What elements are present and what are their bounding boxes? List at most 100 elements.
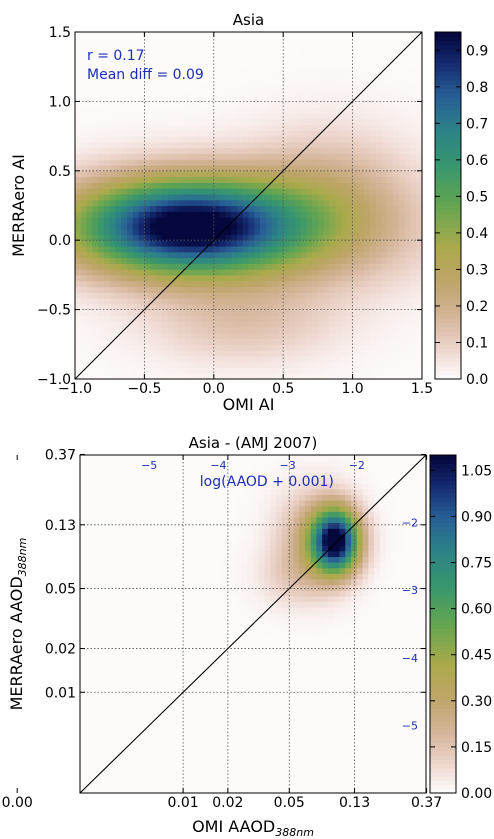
heatmap-cell [410, 251, 417, 259]
heatmap-cell [161, 298, 169, 305]
heatmap-cell [178, 567, 185, 574]
heatmap-cell [166, 550, 173, 557]
heatmap-cell [260, 338, 267, 345]
heatmap-cell [138, 280, 145, 288]
heatmap-cell [184, 60, 192, 68]
heatmap-cell [126, 545, 133, 552]
heatmap-cell [306, 95, 313, 102]
heatmap-cell [306, 193, 313, 201]
heatmap-cell [352, 107, 359, 114]
heatmap-cell [131, 466, 139, 473]
heatmap-cell [91, 669, 98, 676]
heatmap-cell [323, 176, 331, 183]
heatmap-cell [358, 315, 365, 322]
heatmap-cell [126, 595, 133, 603]
heatmap-cell [127, 344, 134, 351]
heatmap-cell [369, 367, 377, 374]
heatmap-cell [231, 107, 238, 114]
heatmap-cell [92, 78, 99, 85]
heatmap-cell [265, 118, 273, 126]
heatmap-cell [381, 234, 388, 241]
heatmap-cell [288, 78, 296, 85]
heatmap-cell [329, 350, 336, 357]
heatmap-cell [183, 714, 191, 721]
heatmap-cell [225, 228, 232, 236]
heatmap-cell [294, 136, 302, 143]
heatmap-cell [86, 165, 93, 172]
heatmap-cell [160, 539, 168, 546]
heatmap-cell [341, 350, 348, 357]
heatmap-cell [137, 483, 145, 490]
heatmap-cell [80, 165, 88, 172]
heatmap-cell [381, 176, 388, 183]
heatmap-cell [288, 361, 296, 369]
heatmap-cell [161, 263, 169, 270]
heatmap-cell [306, 338, 313, 345]
heatmap-cell [335, 153, 342, 160]
heatmap-cell [387, 32, 394, 39]
heatmap-cell [154, 652, 162, 659]
heatmap-cell [277, 159, 284, 166]
heatmap-cell [358, 84, 365, 91]
heatmap-cell [127, 350, 134, 357]
heatmap-cell [97, 731, 104, 738]
heatmap-cell [352, 32, 359, 39]
heatmap-cell [398, 361, 406, 369]
heatmap-cell [173, 211, 180, 218]
heatmap-cell [120, 742, 127, 749]
heatmap-cell [196, 165, 203, 172]
heatmap-cell [173, 269, 180, 276]
heatmap-cell [138, 89, 145, 97]
heatmap-cell [364, 107, 371, 114]
heatmap-cell [126, 562, 133, 569]
heatmap-cell [178, 629, 185, 636]
heatmap-cell [149, 584, 156, 591]
heatmap-cell [109, 257, 117, 264]
colorbar-segment [435, 157, 461, 163]
heatmap-cell [219, 78, 226, 85]
heatmap-cell [86, 280, 93, 288]
heatmap-cell [202, 32, 209, 39]
heatmap-cell [98, 373, 105, 380]
heatmap-cell [202, 217, 209, 224]
heatmap-cell [166, 725, 173, 732]
heatmap-cell [202, 72, 209, 79]
heatmap-cell [254, 49, 261, 56]
heatmap-cell [108, 483, 116, 490]
heatmap-cell [248, 72, 255, 79]
heatmap-cell [341, 49, 348, 56]
heatmap-cell [364, 199, 371, 207]
heatmap-cell [242, 286, 250, 293]
heatmap-cell [183, 781, 191, 788]
heatmap-cell [80, 702, 87, 710]
heatmap-cell [283, 309, 290, 316]
heatmap-cell [190, 176, 198, 183]
heatmap-cell [248, 136, 255, 143]
heatmap-cell [335, 292, 342, 299]
heatmap-cell [183, 736, 191, 743]
heatmap-cell [398, 344, 406, 351]
heatmap-cell [115, 32, 122, 39]
heatmap-cell [317, 263, 325, 270]
heatmap-cell [398, 170, 406, 178]
heatmap-cell [312, 269, 319, 276]
heatmap-cell [167, 228, 174, 236]
heatmap-cell [97, 657, 104, 665]
heatmap-cell [103, 274, 111, 282]
heatmap-cell [178, 466, 185, 473]
heatmap-cell [271, 228, 279, 236]
heatmap-cell [341, 280, 348, 288]
heatmap-cell [196, 245, 203, 253]
heatmap-cell [288, 338, 296, 345]
heatmap-cell [208, 182, 215, 189]
heatmap-cell [150, 89, 157, 97]
heatmap-cell [236, 118, 244, 126]
heatmap-cell [300, 245, 307, 253]
heatmap-cell [91, 590, 98, 597]
heatmap-cell [283, 205, 290, 212]
heatmap-cell [85, 556, 93, 563]
heatmap-cell [109, 165, 117, 172]
heatmap-cell [75, 234, 82, 241]
colorbar-tick-label: 0.1 [466, 335, 488, 351]
heatmap-cell [80, 32, 88, 39]
